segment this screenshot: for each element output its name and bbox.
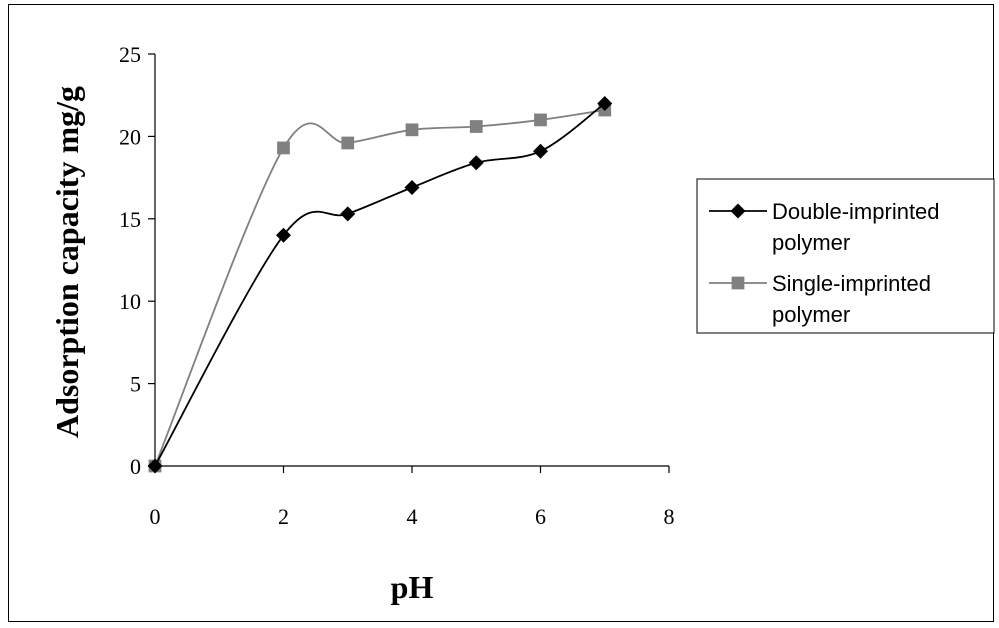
data-point bbox=[533, 143, 548, 159]
legend-label: Single-imprinted bbox=[772, 271, 931, 296]
x-tick-label: 4 bbox=[407, 504, 418, 529]
y-tick-label: 15 bbox=[119, 207, 141, 232]
series-double-imprinted bbox=[147, 95, 613, 474]
axes bbox=[148, 53, 670, 473]
x-tick-label: 0 bbox=[150, 504, 161, 529]
x-tick-label: 2 bbox=[278, 504, 289, 529]
legend-marker bbox=[731, 276, 745, 290]
legend-label: Double-imprinted bbox=[772, 199, 940, 224]
legend-marker bbox=[730, 203, 746, 219]
y-axis-title: Adsorption capacity mg/g bbox=[49, 86, 85, 438]
data-point bbox=[341, 136, 355, 150]
legend-label: polymer bbox=[772, 302, 850, 327]
data-point bbox=[340, 206, 356, 222]
data-point bbox=[277, 141, 290, 155]
data-point bbox=[276, 227, 291, 243]
series-layer bbox=[147, 95, 613, 474]
legend-box bbox=[696, 178, 995, 334]
series-line bbox=[154, 109, 605, 467]
y-tick-label: 25 bbox=[119, 42, 141, 67]
tick-labels: 0 5 10 15 20 25 0 2 4 6 8 bbox=[119, 42, 675, 529]
x-tick-label: 8 bbox=[664, 504, 675, 529]
data-point bbox=[147, 458, 163, 474]
y-tick-label: 20 bbox=[119, 124, 141, 149]
y-tick-label: 0 bbox=[130, 454, 141, 479]
data-point bbox=[405, 123, 419, 137]
x-axis-title: pH bbox=[391, 569, 434, 605]
x-tick-label: 6 bbox=[535, 504, 546, 529]
y-tick-label: 10 bbox=[119, 289, 141, 314]
legend-label: polymer bbox=[772, 230, 850, 255]
data-point bbox=[468, 155, 484, 171]
data-point bbox=[534, 113, 547, 127]
data-point bbox=[404, 179, 420, 195]
y-tick-label: 5 bbox=[130, 372, 141, 397]
series-line bbox=[154, 102, 606, 467]
series-single-imprinted bbox=[148, 103, 612, 473]
data-point bbox=[597, 95, 613, 111]
legend: Double-imprinted polymer Single-imprinted p… bbox=[696, 178, 995, 334]
data-point bbox=[469, 120, 483, 133]
